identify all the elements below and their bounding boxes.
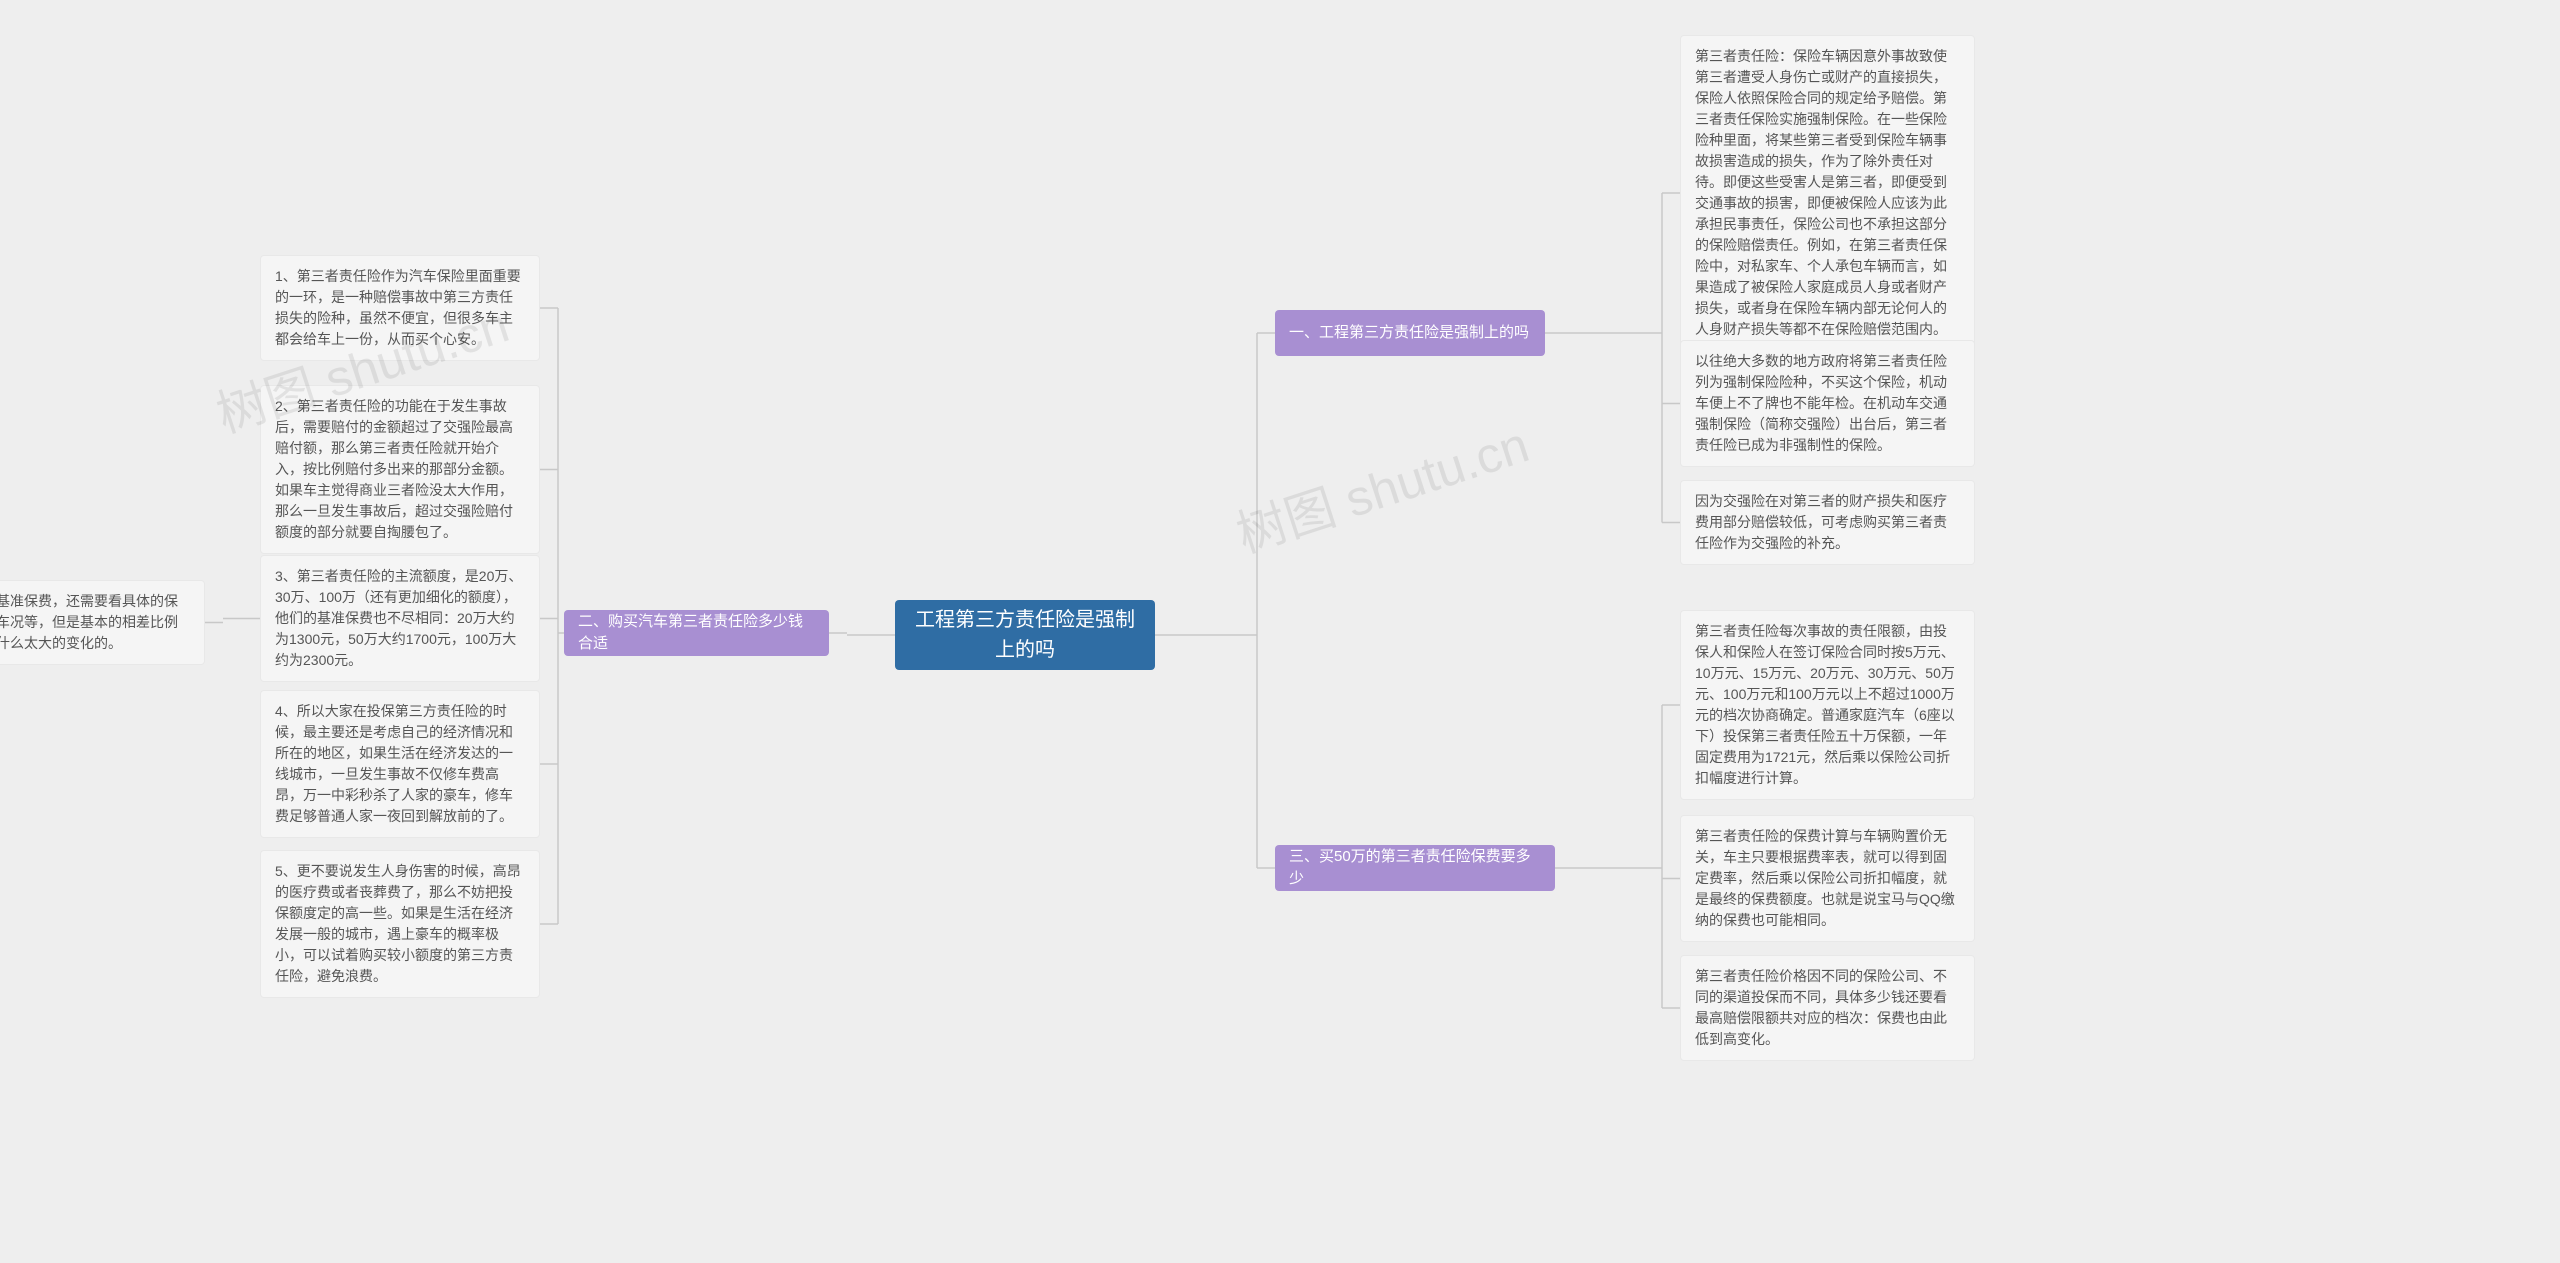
section-node: 二、购买汽车第三者责任险多少钱合适	[564, 610, 829, 656]
leaf-node: 第三者责任险的保费计算与车辆购置价无关，车主只要根据费率表，就可以得到固定费率，…	[1680, 815, 1975, 942]
leaf-node: 第三者责任险：保险车辆因意外事故致使第三者遭受人身伤亡或财产的直接损失，保险人依…	[1680, 35, 1975, 351]
leaf-node: 第三者责任险每次事故的责任限额，由投保人和保险人在签订保险合同时按5万元、10万…	[1680, 610, 1975, 800]
leaf-node: 以往绝大多数的地方政府将第三者责任险列为强制保险险种，不买这个保险，机动车便上不…	[1680, 340, 1975, 467]
section-node: 一、工程第三方责任险是强制上的吗	[1275, 310, 1545, 356]
leaf-node: 5、更不要说发生人身伤害的时候，高昂的医疗费或者丧葬费了，那么不妨把投保额度定的…	[260, 850, 540, 998]
leaf-node: 第三者责任险价格因不同的保险公司、不同的渠道投保而不同，具体多少钱还要看最高赔偿…	[1680, 955, 1975, 1061]
mindmap-canvas: 工程第三方责任险是强制上的吗 一、工程第三方责任险是强制上的吗三、买50万的第三者…	[0, 0, 2560, 1263]
leaf-node: 4、所以大家在投保第三方责任险的时候，最主要还是考虑自己的经济情况和所在的地区，…	[260, 690, 540, 838]
leaf-node: 因为交强险在对第三者的财产损失和医疗费用部分赔偿较低，可考虑购买第三者责任险作为…	[1680, 480, 1975, 565]
section-node: 三、买50万的第三者责任险保费要多少	[1275, 845, 1555, 891]
leaf-node: 2、第三者责任险的功能在于发生事故后，需要赔付的金额超过了交强险最高赔付额，那么…	[260, 385, 540, 554]
leaf-node: 3、第三者责任险的主流额度，是20万、30万、100万（还有更加细化的额度），他…	[260, 555, 540, 682]
root-node: 工程第三方责任险是强制上的吗	[895, 600, 1155, 670]
leaf-node: 1、第三者责任险作为汽车保险里面重要的一环，是一种赔偿事故中第三方责任损失的险种…	[260, 255, 540, 361]
leaf-node: 而精确的基准保费，还需要看具体的保险公司和车况等，但是基本的相差比例是不会有什么…	[0, 580, 205, 665]
